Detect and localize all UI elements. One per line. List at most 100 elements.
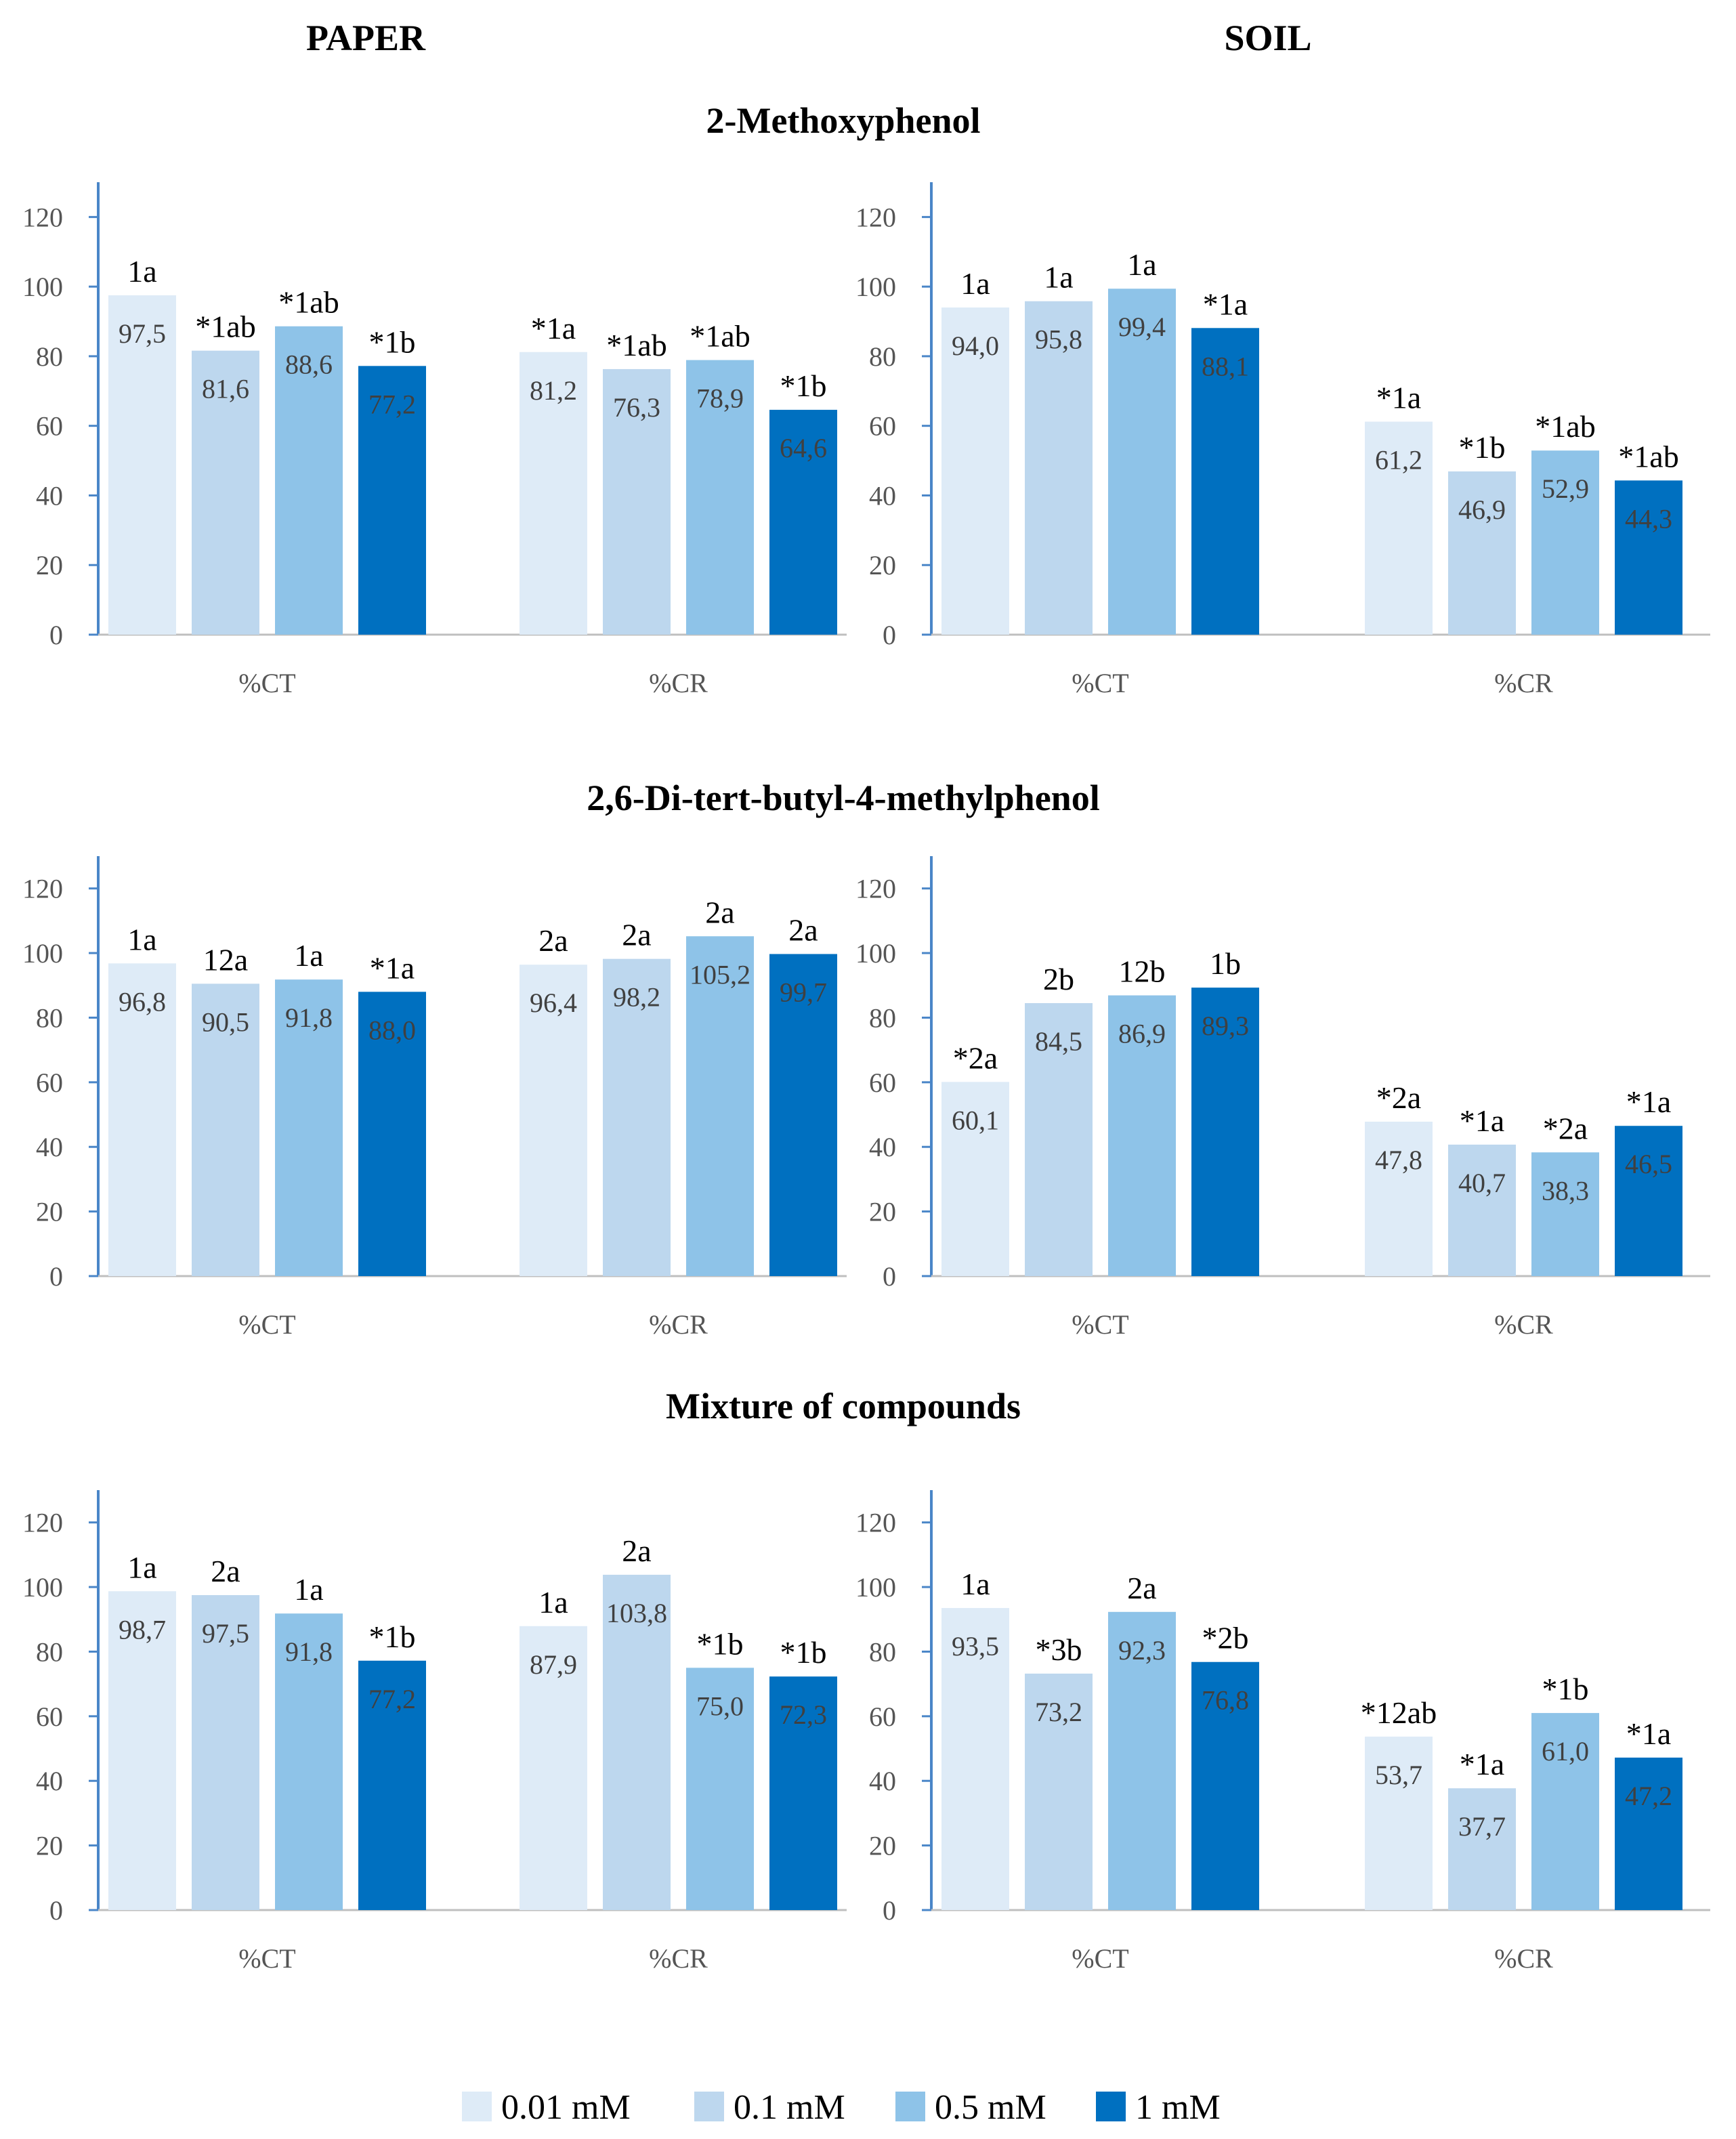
bar [686, 936, 754, 1276]
bar-significance-label: *1b [1459, 430, 1506, 465]
bar-value-label: 81,2 [530, 375, 577, 406]
legend-item: 0.01 mM [462, 2088, 631, 2127]
bar-significance-label: 2a [538, 923, 568, 958]
bar-value-label: 98,7 [119, 1614, 166, 1645]
bar [686, 1668, 754, 1910]
y-tick-label: 100 [855, 1572, 896, 1603]
x-category-label: %CR [649, 1943, 708, 1974]
bar-value-label: 81,6 [202, 374, 249, 404]
bar-value-label: 89,3 [1202, 1011, 1249, 1041]
bar [1365, 421, 1433, 635]
bar-value-label: 46,5 [1625, 1149, 1672, 1179]
bar-value-label: 52,9 [1542, 473, 1589, 504]
bar [1615, 480, 1682, 635]
legend-label: 0.1 mM [734, 2088, 845, 2127]
bar-value-label: 92,3 [1118, 1635, 1166, 1666]
legend-label: 1 mM [1135, 2088, 1221, 2127]
bar-value-label: 97,5 [119, 318, 166, 349]
bar [358, 992, 426, 1276]
bar-significance-label: *2a [1543, 1111, 1588, 1145]
y-tick-label: 0 [49, 1261, 63, 1292]
legend-item: 0.5 mM [895, 2088, 1046, 2127]
bar-significance-label: 1a [127, 1550, 156, 1584]
bar-significance-label: 2a [788, 913, 818, 948]
x-category-label: %CR [1494, 668, 1553, 698]
bar-significance-label: 1a [127, 254, 156, 289]
legend-label: 0.5 mM [935, 2088, 1046, 2127]
x-category-label: %CT [238, 1943, 295, 1974]
bar-value-label: 76,3 [613, 392, 660, 423]
bar-value-label: 99,4 [1118, 312, 1166, 342]
bar-value-label: 38,3 [1542, 1175, 1589, 1206]
bar-significance-label: *1b [1542, 1672, 1589, 1706]
bar-value-label: 97,5 [202, 1618, 249, 1649]
bar [520, 965, 587, 1276]
bar-value-label: 47,2 [1625, 1781, 1672, 1811]
bar [192, 983, 259, 1276]
legend-item: 1 mM [1096, 2088, 1221, 2127]
y-tick-label: 60 [869, 1701, 896, 1732]
y-tick-label: 20 [869, 1831, 896, 1861]
bar [769, 1676, 837, 1910]
bar [1191, 328, 1259, 635]
y-tick-label: 120 [855, 874, 896, 904]
chart-soil-3: 0 20 40 60 80 100 120 %CT 60,1 *2a 84,5 2b 86,9 12b 89… [855, 856, 1710, 1340]
bar [769, 954, 837, 1276]
bar-significance-label: *1b [369, 324, 416, 359]
chart-paper-0: 0 20 40 60 80 100 120 %CT 97,5 1a 81,6 *1ab 88,6 *1ab… [22, 182, 847, 698]
bar-value-label: 99,7 [780, 977, 827, 1008]
y-tick-label: 40 [36, 480, 63, 511]
bar-value-label: 40,7 [1458, 1168, 1506, 1198]
bar-value-label: 91,8 [285, 1636, 333, 1667]
charts-area: 0 20 40 60 80 100 120 %CT 97,5 1a 81,6 *1ab 88,6 *1ab… [22, 182, 1710, 1974]
bar-value-label: 93,5 [952, 1631, 999, 1661]
y-tick-label: 120 [855, 202, 896, 232]
bar-significance-label: 1a [294, 938, 323, 973]
y-tick-label: 120 [22, 1508, 63, 1538]
bar [1365, 1736, 1433, 1910]
bar [686, 360, 754, 635]
bar-value-label: 86,9 [1118, 1019, 1166, 1049]
bar-value-label: 90,5 [202, 1007, 249, 1037]
y-tick-label: 40 [36, 1766, 63, 1796]
section-title-methoxyphenol: 2-Methoxyphenol [706, 100, 981, 141]
bar [1365, 1122, 1433, 1276]
y-tick-label: 100 [22, 938, 63, 969]
column-header-paper: PAPER [306, 18, 426, 58]
bar [1025, 1673, 1093, 1910]
y-tick-label: 60 [36, 411, 63, 442]
y-tick-label: 80 [36, 341, 63, 372]
x-category-label: %CT [1072, 1309, 1128, 1340]
bar-value-label: 47,8 [1375, 1145, 1422, 1175]
chart-soil-5: 0 20 40 60 80 100 120 %CT 93,5 1a 73,2 *3b 92,3 2a 76,… [855, 1490, 1710, 1974]
bar-value-label: 78,9 [696, 383, 744, 414]
bar-value-label: 105,2 [690, 959, 750, 990]
bar-significance-label: *1ab [1535, 409, 1595, 444]
bar-value-label: 53,7 [1375, 1760, 1422, 1790]
bar-value-label: 46,9 [1458, 494, 1506, 525]
bar-value-label: 88,1 [1202, 351, 1249, 381]
bar [275, 326, 343, 635]
y-tick-label: 40 [36, 1132, 63, 1162]
y-tick-label: 120 [22, 202, 63, 232]
bar-significance-label: *2a [1376, 1080, 1421, 1115]
y-tick-label: 20 [869, 550, 896, 580]
bar-value-label: 75,0 [696, 1691, 744, 1721]
bar [1108, 1611, 1176, 1910]
y-tick-label: 40 [869, 480, 896, 511]
x-category-label: %CR [649, 668, 708, 698]
y-tick-label: 0 [883, 1895, 896, 1926]
y-tick-label: 100 [22, 272, 63, 302]
bar [192, 1595, 259, 1910]
bar-significance-label: *1a [1376, 381, 1421, 415]
section-title-bht: 2,6-Di-tert-butyl-4-methylphenol [587, 778, 1099, 818]
legend-swatch [694, 2092, 724, 2121]
bar-value-label: 91,8 [285, 1002, 333, 1033]
bar-significance-label: *1b [780, 368, 827, 403]
bar-value-label: 44,3 [1625, 503, 1672, 534]
y-tick-label: 80 [869, 341, 896, 372]
bar-significance-label: 1a [960, 1567, 990, 1601]
y-tick-label: 120 [855, 1508, 896, 1538]
bar [358, 366, 426, 635]
y-tick-label: 0 [49, 620, 63, 650]
